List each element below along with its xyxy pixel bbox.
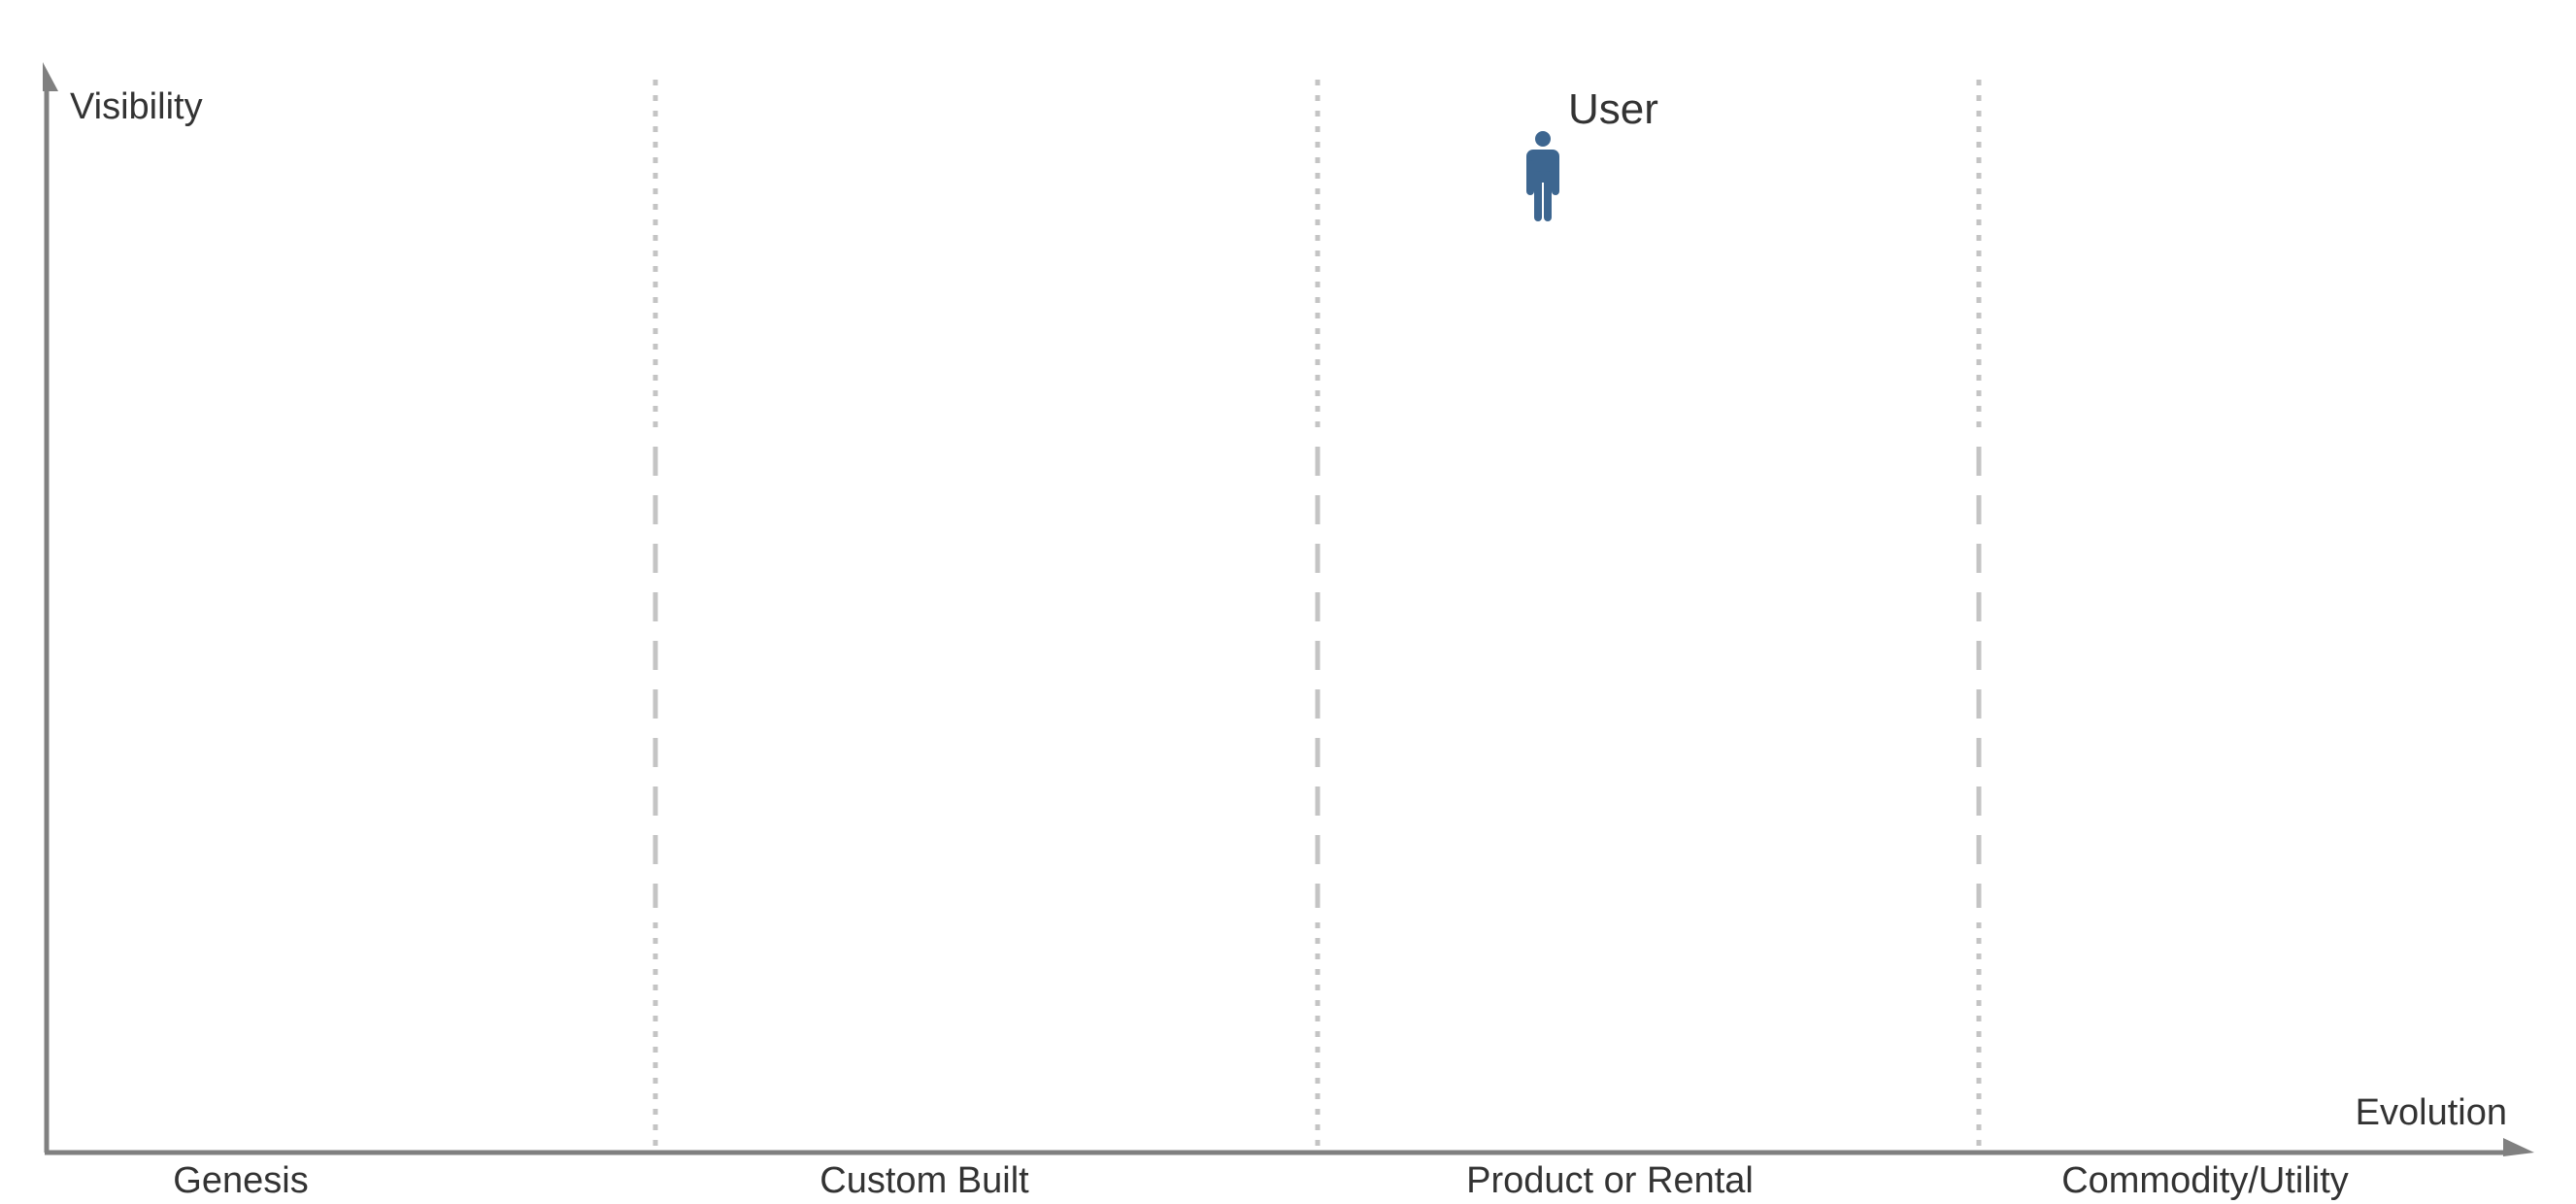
x-axis-label: Evolution <box>2356 1092 2507 1133</box>
stage-label-custom-built: Custom Built <box>820 1160 1029 1201</box>
y-axis-arrow <box>43 62 58 91</box>
y-axis-label: Visibility <box>70 86 203 127</box>
stage-label-commodity: Commodity/Utility <box>2061 1160 2349 1201</box>
stage-label-genesis: Genesis <box>173 1160 308 1201</box>
stage-dividers <box>652 80 1982 1148</box>
user-label: User <box>1568 85 1658 133</box>
user-component[interactable]: User <box>1526 85 1658 221</box>
x-axis-arrow <box>2503 1138 2534 1156</box>
stage-label-product: Product or Rental <box>1466 1160 1754 1201</box>
user-icon <box>1526 131 1559 221</box>
axes <box>43 62 2534 1156</box>
